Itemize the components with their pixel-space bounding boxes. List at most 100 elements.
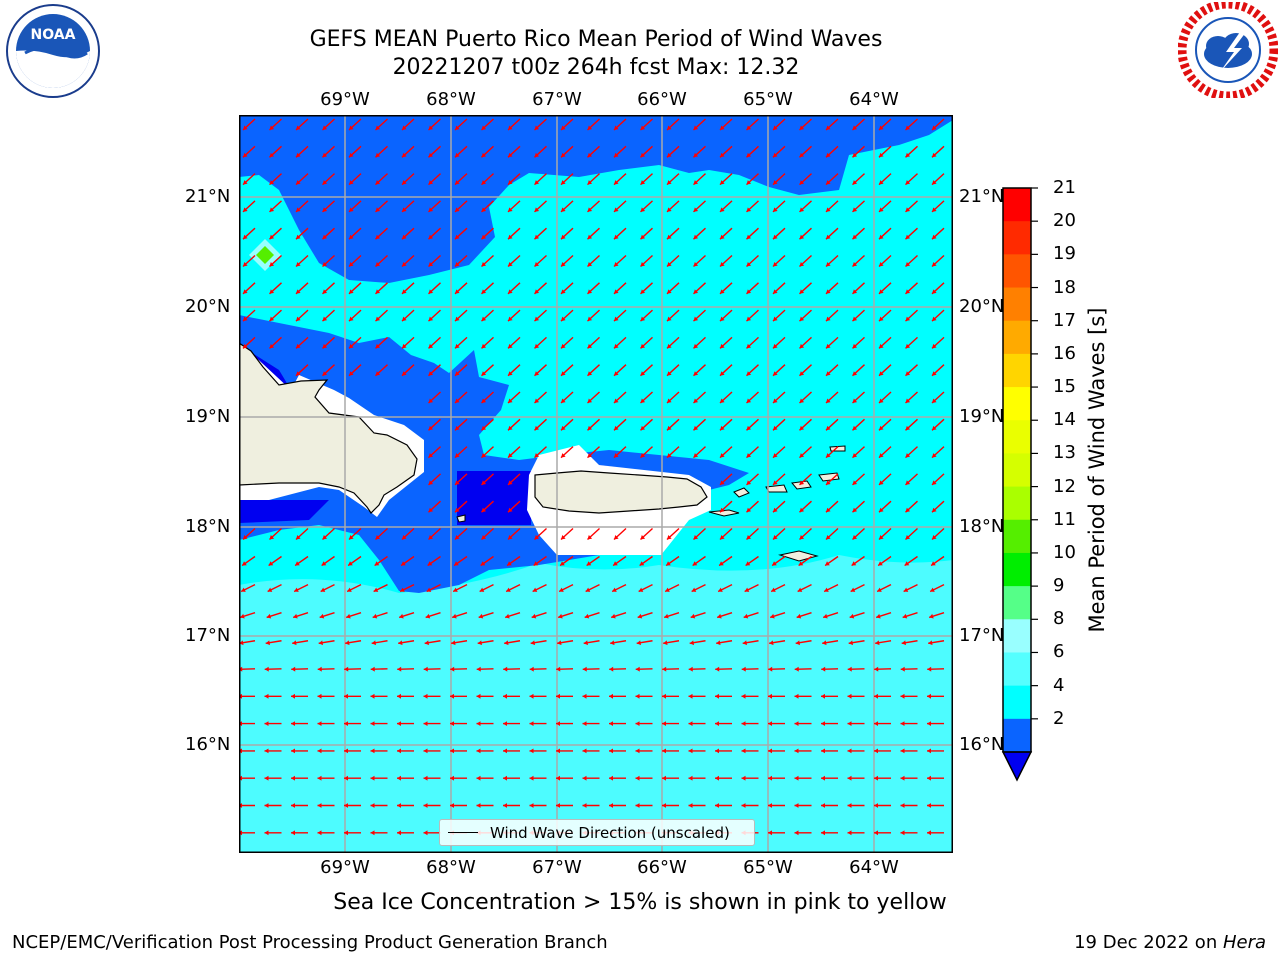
wave-period-hotspot-inner xyxy=(256,246,274,264)
wind-wave-arrow-head xyxy=(852,262,858,267)
wind-wave-arrow-head xyxy=(665,587,670,592)
wind-wave-arrow-head xyxy=(243,234,248,240)
wind-wave-arrow-head xyxy=(529,803,534,808)
wind-wave-arrow-head xyxy=(826,507,831,513)
wind-wave-arrow-head xyxy=(746,507,752,513)
wind-wave-arrow-head xyxy=(373,587,379,592)
wind-wave-arrow-head xyxy=(428,207,434,212)
wind-wave-arrow-head xyxy=(640,234,646,240)
wind-wave-arrow-head xyxy=(664,613,669,619)
wind-wave-arrow-head xyxy=(746,152,752,158)
wind-wave-arrow-head xyxy=(455,152,460,158)
wind-wave-arrow-head xyxy=(609,666,614,672)
wind-wave-arrow-head xyxy=(744,587,750,592)
wind-wave-arrow-head xyxy=(268,561,274,566)
wind-wave-arrow-head xyxy=(503,803,507,808)
wind-wave-arrow-head xyxy=(796,613,802,619)
wind-wave-arrow-head xyxy=(583,640,589,646)
wind-wave-arrow-head xyxy=(402,535,407,540)
wind-wave-arrow-head xyxy=(874,693,878,699)
wind-wave-arrow-head xyxy=(768,803,772,808)
wind-wave-arrow-head xyxy=(428,262,434,267)
wind-wave-arrow-head xyxy=(534,535,540,540)
wind-wave-arrow-head xyxy=(267,587,273,592)
wind-wave-arrow-head xyxy=(640,371,646,376)
wind-wave-arrow-head xyxy=(849,613,855,619)
wind-wave-arrow-head xyxy=(349,180,354,185)
wind-wave-arrow-head xyxy=(905,180,911,185)
wind-wave-arrow-head xyxy=(794,721,799,726)
wind-wave-arrow-head xyxy=(799,262,805,267)
wind-wave-arrow-head xyxy=(561,535,566,540)
wind-wave-arrow-head xyxy=(480,561,486,566)
wind-wave-arrow-head xyxy=(375,152,381,158)
wind-wave-arrow-head xyxy=(264,830,269,836)
wind-wave-arrow-head xyxy=(481,480,487,485)
wind-wave-arrow-head xyxy=(928,640,933,646)
wind-wave-arrow-head xyxy=(322,371,328,376)
lat-label-left-16n: 16°N xyxy=(185,734,231,755)
wind-wave-arrow-head xyxy=(266,613,272,619)
wind-wave-arrow-head xyxy=(826,262,831,267)
wind-wave-arrow-head xyxy=(375,125,381,130)
wind-wave-arrow-head xyxy=(640,535,646,540)
wind-wave-arrow-head xyxy=(534,453,540,458)
wind-wave-arrow-head xyxy=(291,666,296,672)
wind-wave-arrow-head xyxy=(773,453,778,458)
colorbar-title: Mean Period of Wind Waves [s] xyxy=(1085,307,1109,633)
wind-wave-arrow-head xyxy=(821,775,825,781)
wind-wave-arrow-head xyxy=(826,535,831,540)
wind-wave-arrow-head xyxy=(794,748,799,754)
wind-wave-arrow-head xyxy=(612,587,617,592)
wind-wave-arrow-head xyxy=(371,640,377,646)
wind-wave-arrow-head xyxy=(344,721,348,726)
wave-period-below-2-west xyxy=(239,500,329,523)
wind-wave-arrow-head xyxy=(481,289,487,294)
wind-wave-arrow-head xyxy=(799,152,805,158)
wind-wave-arrow-head xyxy=(798,561,804,566)
lon-label-top-68w: 68°W xyxy=(426,89,476,110)
wind-wave-arrow-head xyxy=(296,207,301,212)
wind-wave-arrow-head xyxy=(322,289,328,294)
wind-wave-arrow-head xyxy=(481,234,487,240)
wind-wave-arrow-head xyxy=(269,262,275,267)
wind-wave-arrow-head xyxy=(347,587,352,592)
wind-wave-arrow-head xyxy=(476,775,481,781)
wind-wave-arrow-head xyxy=(508,343,513,349)
wind-wave-arrow-head xyxy=(402,371,407,376)
wind-wave-arrow-head xyxy=(825,561,830,566)
wind-wave-arrow-head xyxy=(402,152,407,158)
wind-wave-arrow-head xyxy=(451,640,456,646)
wind-wave-arrow-head xyxy=(720,371,725,376)
wind-wave-arrow-head xyxy=(720,125,725,130)
wind-wave-arrow-head xyxy=(481,507,487,513)
wind-wave-arrow-head xyxy=(397,666,402,672)
wind-wave-arrow-head xyxy=(614,535,619,540)
legend-line-icon xyxy=(448,832,478,833)
wind-wave-arrow-head xyxy=(879,480,884,485)
wind-wave-arrow-head xyxy=(477,640,483,646)
wind-wave-arrow-head xyxy=(561,207,566,212)
wind-wave-arrow-head xyxy=(905,207,911,212)
wind-wave-arrow-head xyxy=(534,125,540,130)
wind-wave-arrow-head xyxy=(741,803,746,808)
wind-wave-arrow-head xyxy=(481,180,487,185)
wind-wave-arrow-head xyxy=(291,775,295,781)
colorbar-block xyxy=(1003,387,1031,421)
wind-wave-arrow-head xyxy=(533,561,539,566)
wind-wave-arrow-head xyxy=(741,775,746,781)
wind-wave-arrow-head xyxy=(932,262,937,267)
wind-wave-arrow-head xyxy=(239,640,244,646)
wind-wave-arrow-head xyxy=(372,613,378,619)
wind-wave-arrow-head xyxy=(773,480,778,485)
wind-wave-arrow-head xyxy=(243,535,248,540)
wind-wave-arrow-head xyxy=(874,748,878,754)
wind-wave-arrow-head xyxy=(587,125,593,130)
wind-wave-arrow-head xyxy=(746,343,752,349)
wind-wave-arrow-head xyxy=(508,262,513,267)
wind-wave-arrow-head xyxy=(348,561,353,566)
wind-wave-arrow-head xyxy=(508,152,513,158)
wind-wave-arrow-head xyxy=(662,748,666,754)
wind-wave-arrow-head xyxy=(874,830,878,836)
wind-wave-arrow-head xyxy=(635,693,640,699)
